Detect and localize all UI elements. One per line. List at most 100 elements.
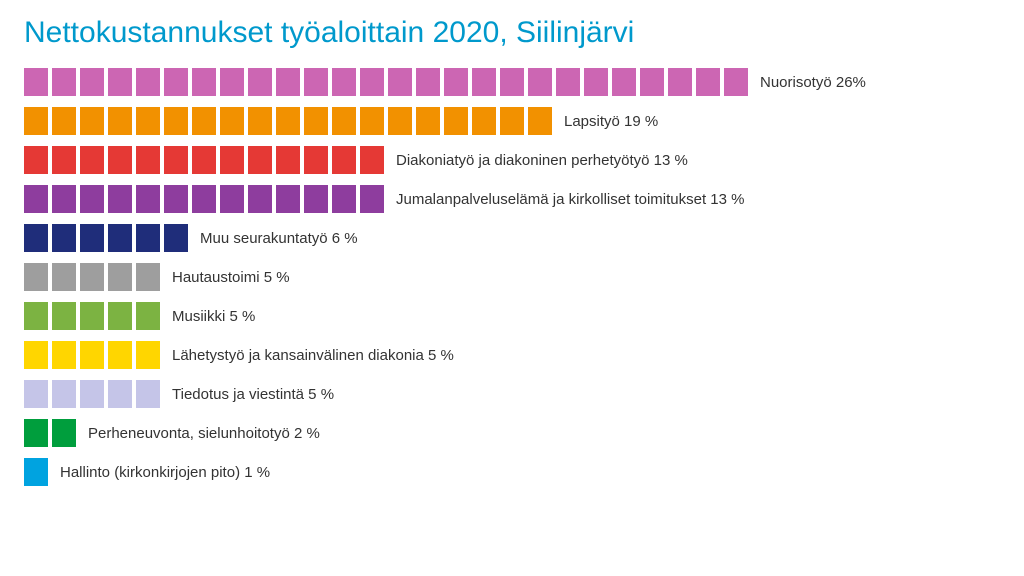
chart-title: Nettokustannukset työaloittain 2020, Sii… bbox=[24, 16, 1000, 50]
chart-row: Hautaustoimi 5 % bbox=[24, 263, 1000, 291]
chart-row: Lapsityö 19 % bbox=[24, 107, 1000, 135]
unit-block bbox=[52, 68, 76, 96]
unit-block bbox=[304, 185, 328, 213]
unit-block bbox=[304, 68, 328, 96]
unit-block bbox=[80, 380, 104, 408]
unit-block bbox=[416, 68, 440, 96]
row-label: Lapsityö 19 % bbox=[564, 113, 658, 130]
row-label: Hallinto (kirkonkirjojen pito) 1 % bbox=[60, 464, 270, 481]
row-label: Hautaustoimi 5 % bbox=[172, 269, 290, 286]
unit-block bbox=[52, 302, 76, 330]
chart-row: Musiikki 5 % bbox=[24, 302, 1000, 330]
unit-block bbox=[472, 68, 496, 96]
unit-block bbox=[108, 146, 132, 174]
unit-block bbox=[500, 107, 524, 135]
unit-block bbox=[164, 224, 188, 252]
row-label: Nuorisotyö 26% bbox=[760, 74, 866, 91]
unit-block bbox=[52, 419, 76, 447]
unit-block bbox=[528, 68, 552, 96]
row-label: Perheneuvonta, sielunhoitotyö 2 % bbox=[88, 425, 320, 442]
unit-block bbox=[52, 224, 76, 252]
unit-block bbox=[696, 68, 720, 96]
unit-blocks bbox=[24, 224, 188, 252]
unit-block bbox=[724, 68, 748, 96]
unit-block bbox=[220, 185, 244, 213]
unit-block bbox=[332, 107, 356, 135]
unit-block bbox=[52, 380, 76, 408]
chart-row: Jumalanpalveluselämä ja kirkolliset toim… bbox=[24, 185, 1000, 213]
unit-block bbox=[52, 263, 76, 291]
unit-block bbox=[360, 68, 384, 96]
unit-blocks bbox=[24, 68, 748, 96]
unit-block bbox=[416, 107, 440, 135]
unit-block bbox=[388, 68, 412, 96]
unit-block bbox=[164, 146, 188, 174]
chart-row: Hallinto (kirkonkirjojen pito) 1 % bbox=[24, 458, 1000, 486]
unit-block bbox=[24, 302, 48, 330]
unit-block bbox=[108, 68, 132, 96]
chart-row: Nuorisotyö 26% bbox=[24, 68, 1000, 96]
unit-block bbox=[24, 380, 48, 408]
unit-block bbox=[24, 224, 48, 252]
unit-block bbox=[668, 68, 692, 96]
unit-block bbox=[304, 107, 328, 135]
unit-block bbox=[24, 185, 48, 213]
unit-block bbox=[136, 146, 160, 174]
unit-block bbox=[192, 68, 216, 96]
unit-blocks bbox=[24, 302, 160, 330]
unit-block bbox=[220, 146, 244, 174]
unit-block bbox=[80, 68, 104, 96]
chart-row: Tiedotus ja viestintä 5 % bbox=[24, 380, 1000, 408]
unit-block bbox=[332, 146, 356, 174]
unit-block bbox=[360, 146, 384, 174]
unit-block bbox=[164, 185, 188, 213]
unit-blocks bbox=[24, 263, 160, 291]
unit-block bbox=[276, 68, 300, 96]
unit-block bbox=[164, 68, 188, 96]
row-label: Lähetystyö ja kansainvälinen diakonia 5 … bbox=[172, 347, 454, 364]
unit-block bbox=[332, 68, 356, 96]
unit-block bbox=[192, 185, 216, 213]
unit-block bbox=[248, 185, 272, 213]
unit-block bbox=[248, 146, 272, 174]
unit-block bbox=[136, 302, 160, 330]
unit-block bbox=[108, 107, 132, 135]
unit-block bbox=[24, 341, 48, 369]
chart-row: Diakoniatyö ja diakoninen perhetyötyö 13… bbox=[24, 146, 1000, 174]
unit-block bbox=[444, 68, 468, 96]
unit-blocks bbox=[24, 341, 160, 369]
unit-block bbox=[108, 263, 132, 291]
unit-blocks bbox=[24, 380, 160, 408]
chart-row: Perheneuvonta, sielunhoitotyö 2 % bbox=[24, 419, 1000, 447]
unit-block bbox=[136, 185, 160, 213]
row-label: Diakoniatyö ja diakoninen perhetyötyö 13… bbox=[396, 152, 688, 169]
unit-block bbox=[332, 185, 356, 213]
unit-block bbox=[136, 107, 160, 135]
unit-block bbox=[80, 146, 104, 174]
unit-block bbox=[304, 146, 328, 174]
unit-block bbox=[24, 458, 48, 486]
unit-block bbox=[276, 146, 300, 174]
unit-block bbox=[80, 185, 104, 213]
unit-block bbox=[164, 107, 188, 135]
unit-block bbox=[276, 185, 300, 213]
unit-block bbox=[52, 107, 76, 135]
unit-block bbox=[108, 185, 132, 213]
row-label: Jumalanpalveluselämä ja kirkolliset toim… bbox=[396, 191, 745, 208]
unit-block bbox=[52, 341, 76, 369]
row-label: Muu seurakuntatyö 6 % bbox=[200, 230, 358, 247]
unit-block bbox=[24, 263, 48, 291]
row-label: Musiikki 5 % bbox=[172, 308, 255, 325]
unit-block bbox=[136, 68, 160, 96]
unit-block bbox=[360, 107, 384, 135]
row-label: Tiedotus ja viestintä 5 % bbox=[172, 386, 334, 403]
unit-block bbox=[108, 224, 132, 252]
unit-block bbox=[136, 380, 160, 408]
unit-block bbox=[52, 146, 76, 174]
unit-block bbox=[220, 68, 244, 96]
unit-block bbox=[80, 341, 104, 369]
unit-blocks bbox=[24, 146, 384, 174]
unit-blocks bbox=[24, 185, 384, 213]
unit-block bbox=[136, 224, 160, 252]
unit-block bbox=[80, 107, 104, 135]
